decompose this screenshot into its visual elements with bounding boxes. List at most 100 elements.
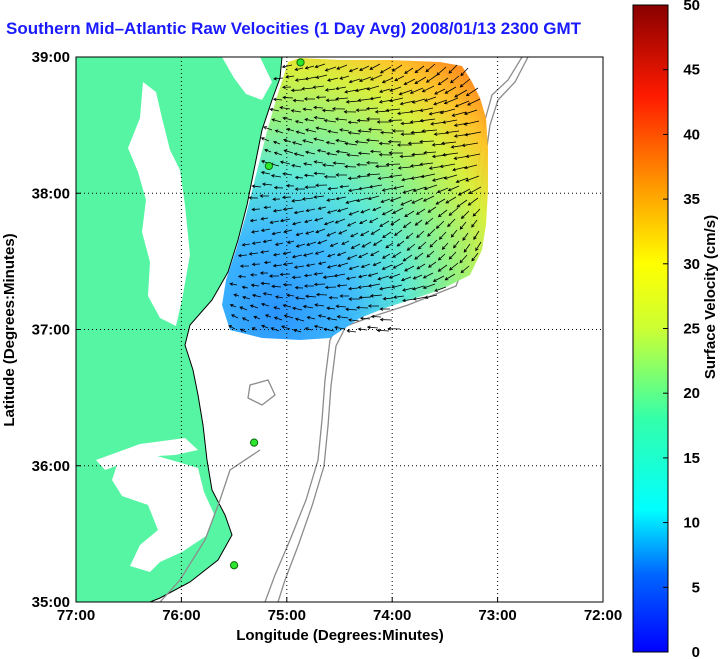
velocity-arrow: [377, 176, 392, 181]
velocity-arrow: [449, 262, 459, 271]
velocity-arrow: [269, 220, 280, 225]
colorbar-tick-label: 35: [683, 191, 700, 208]
velocity-arrow: [447, 185, 460, 192]
velocity-arrow: [355, 108, 368, 112]
velocity-arrow: [301, 86, 314, 91]
velocity-arrow: [380, 130, 394, 135]
velocity-arrow: [315, 183, 328, 188]
velocity-arrow: [356, 118, 370, 123]
velocity-arrow: [263, 205, 272, 210]
colorbar-tick-label: 45: [683, 62, 700, 79]
velocity-arrow: [274, 295, 284, 299]
velocity-arrow: [415, 208, 426, 215]
velocity-arrow: [422, 195, 435, 202]
velocity-arrow: [332, 161, 346, 165]
velocity-arrow: [292, 306, 303, 311]
velocity-arrow: [360, 230, 370, 236]
velocity-arrow: [348, 78, 361, 84]
velocity-arrow: [279, 105, 291, 110]
velocity-arrow: [282, 116, 293, 121]
velocity-arrow: [463, 164, 478, 170]
velocity-arrow: [273, 306, 281, 310]
velocity-arrow: [283, 314, 294, 319]
velocity-arrow: [381, 253, 391, 259]
velocity-arrow: [279, 218, 291, 223]
velocity-arrow: [331, 106, 346, 111]
velocity-arrow: [323, 327, 335, 332]
velocity-arrow: [366, 85, 380, 91]
velocity-arrow: [323, 175, 337, 179]
colorbar-tick-label: 10: [683, 515, 700, 532]
velocity-arrow: [315, 95, 327, 100]
velocity-arrow: [392, 251, 402, 258]
velocity-arrow: [392, 207, 404, 214]
x-axis-label: Longitude (Degrees:Minutes): [236, 627, 444, 644]
velocity-arrow: [303, 273, 313, 278]
velocity-arrow: [260, 216, 269, 221]
velocity-arrow: [348, 67, 359, 73]
velocity-arrow: [419, 162, 434, 167]
velocity-arrow: [424, 294, 438, 300]
velocity-arrow: [437, 209, 448, 218]
velocity-arrow: [370, 74, 383, 81]
velocity-arrow: [333, 273, 346, 278]
velocity-arrow: [414, 76, 427, 84]
velocity-arrow: [260, 250, 270, 254]
velocity-arrow: [305, 150, 316, 155]
velocity-arrow: [404, 265, 415, 272]
velocity-arrow: [403, 78, 416, 86]
velocity-arrow: [367, 127, 383, 132]
velocity-arrow: [400, 121, 414, 126]
velocity-arrow: [409, 109, 423, 114]
x-tick-label: 76:00: [162, 607, 200, 624]
velocity-arrow: [294, 67, 304, 72]
velocity-arrow: [261, 182, 273, 187]
velocity-arrow: [382, 231, 392, 239]
velocity-arrow: [402, 254, 413, 262]
colorbar-tick-label: 30: [683, 256, 700, 273]
velocity-arrow: [241, 317, 250, 322]
velocity-arrow: [336, 315, 349, 319]
velocity-arrow: [304, 65, 315, 70]
velocity-arrow: [357, 327, 368, 332]
velocity-arrow: [381, 209, 393, 216]
velocity-arrow: [314, 250, 325, 255]
velocity-arrow: [283, 149, 294, 154]
velocity-arrow: [388, 118, 403, 123]
velocity-arrow: [402, 221, 412, 228]
velocity-arrow: [399, 154, 415, 159]
velocity-arrow: [344, 141, 358, 146]
velocity-arrow: [468, 186, 482, 194]
velocity-arrow: [305, 263, 316, 267]
velocity-arrow: [263, 126, 273, 131]
velocity-arrow: [293, 152, 305, 157]
velocity-arrow: [454, 89, 468, 98]
station-marker: [296, 58, 305, 67]
velocity-arrow: [336, 283, 348, 288]
velocity-arrow: [305, 294, 317, 299]
velocity-arrow: [317, 206, 327, 210]
velocity-arrow: [248, 196, 259, 200]
velocity-vectors: [228, 63, 482, 333]
velocity-arrow: [291, 199, 303, 203]
velocity-arrow: [425, 74, 438, 83]
velocity-arrow: [445, 130, 460, 135]
velocity-arrow: [272, 140, 281, 145]
velocity-arrow: [421, 85, 435, 93]
velocity-arrow: [400, 132, 416, 136]
velocity-arrow: [282, 282, 293, 287]
velocity-arrow: [334, 325, 346, 330]
station-marker: [230, 561, 239, 570]
velocity-arrow: [356, 162, 368, 167]
velocity-arrow: [388, 97, 404, 103]
velocity-arrow: [450, 75, 460, 84]
velocity-arrow: [282, 303, 292, 308]
velocity-arrow: [335, 149, 349, 154]
velocity-arrow: [354, 140, 369, 144]
velocity-arrow: [463, 243, 471, 253]
velocity-arrow: [281, 64, 293, 69]
velocity-arrow: [475, 241, 482, 252]
velocity-arrow: [291, 254, 303, 259]
velocity-arrow: [302, 107, 313, 112]
